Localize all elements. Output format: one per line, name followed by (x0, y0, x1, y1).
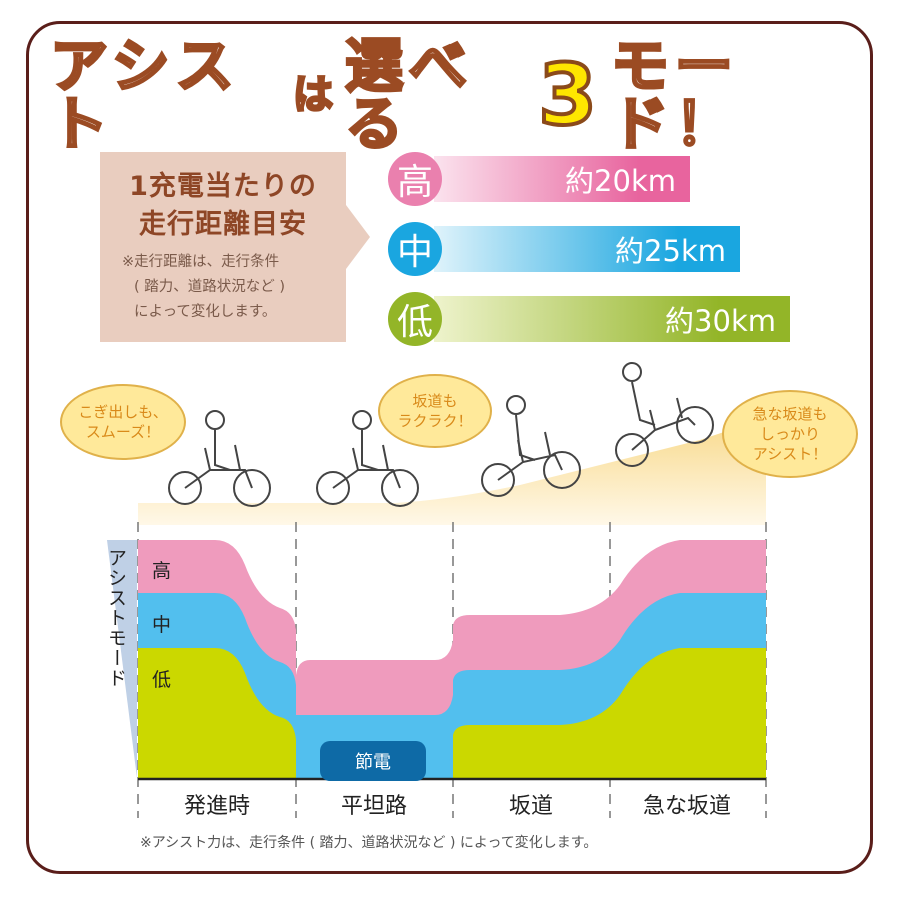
category-start: 発進時 (183, 794, 250, 819)
area-low (138, 648, 766, 780)
title-mode: モード！ (609, 32, 739, 158)
range-row-high: 高 約20km (388, 152, 690, 206)
speech-bubble-slope: 坂道も ラクラク！ (378, 374, 492, 448)
page-title: アシスト は 選べる 3 モード！ (49, 36, 850, 155)
info-note-line3: によって変化します。 (134, 304, 277, 320)
title-assist: アシスト (49, 32, 240, 158)
bubble-text: 急な坂道も (752, 405, 828, 423)
category-slope: 坂道 (508, 794, 553, 819)
power-saving-badge: 節電 (320, 741, 426, 781)
info-note-line1: ※走行距離は、走行条件 (122, 254, 280, 270)
bubble-text: こぎ出しも、 (78, 403, 168, 421)
bicycle-icon (615, 362, 714, 467)
mode-high-badge: 高 (388, 152, 442, 206)
range-high-bar: 約20km (434, 156, 690, 202)
info-heading-line2: 走行距離目安 (139, 209, 307, 240)
speech-bubble-steep: 急な坂道も しっかり アシスト！ (722, 390, 858, 478)
category-steep-slope: 急な坂道 (642, 794, 731, 819)
range-low-bar: 約30km (434, 296, 790, 342)
bicycle-icon (481, 395, 581, 497)
y-axis-label: アシストモード (105, 548, 127, 688)
bicycle-icon (316, 410, 419, 507)
level-low-label: 低 (152, 669, 172, 691)
bubble-text: アシスト！ (752, 445, 828, 463)
bubble-text: しっかり (759, 425, 820, 443)
title-erabu: 選べる (343, 32, 474, 158)
info-note-line2: ( 踏力、道路状況など ) (134, 279, 286, 295)
mode-mid-badge: 中 (388, 222, 442, 276)
level-mid-label: 中 (152, 614, 172, 636)
title-number: 3 (536, 46, 598, 144)
range-row-low: 低 約30km (388, 292, 790, 346)
range-info-box: 1充電当たりの 走行距離目安 ※走行距離は、走行条件 ( 踏力、道路状況など )… (100, 152, 346, 342)
info-note: ※走行距離は、走行条件 ( 踏力、道路状況など ) によって変化します。 (100, 250, 346, 325)
title-wa: は (292, 72, 339, 118)
speech-bubble-start: こぎ出しも、 スムーズ！ (60, 384, 186, 460)
info-arrow-icon (346, 205, 370, 269)
bubble-text: スムーズ！ (85, 423, 161, 441)
range-mid-bar: 約25km (434, 226, 740, 272)
level-high-label: 高 (152, 560, 172, 582)
info-heading-line1: 1充電当たりの (129, 171, 317, 202)
mode-low-badge: 低 (388, 292, 442, 346)
bicycle-icon (168, 410, 271, 507)
bubble-text: 坂道も (412, 392, 458, 410)
footnote: ※アシスト力は、走行条件 ( 踏力、道路状況など ) によって変化します。 (140, 835, 598, 851)
axis-wedge (107, 540, 137, 778)
bubble-text: ラクラク！ (397, 412, 473, 430)
range-row-mid: 中 約25km (388, 222, 740, 276)
category-flat: 平坦路 (340, 794, 407, 819)
info-heading: 1充電当たりの 走行距離目安 (100, 168, 346, 244)
ground-slope (138, 418, 766, 525)
